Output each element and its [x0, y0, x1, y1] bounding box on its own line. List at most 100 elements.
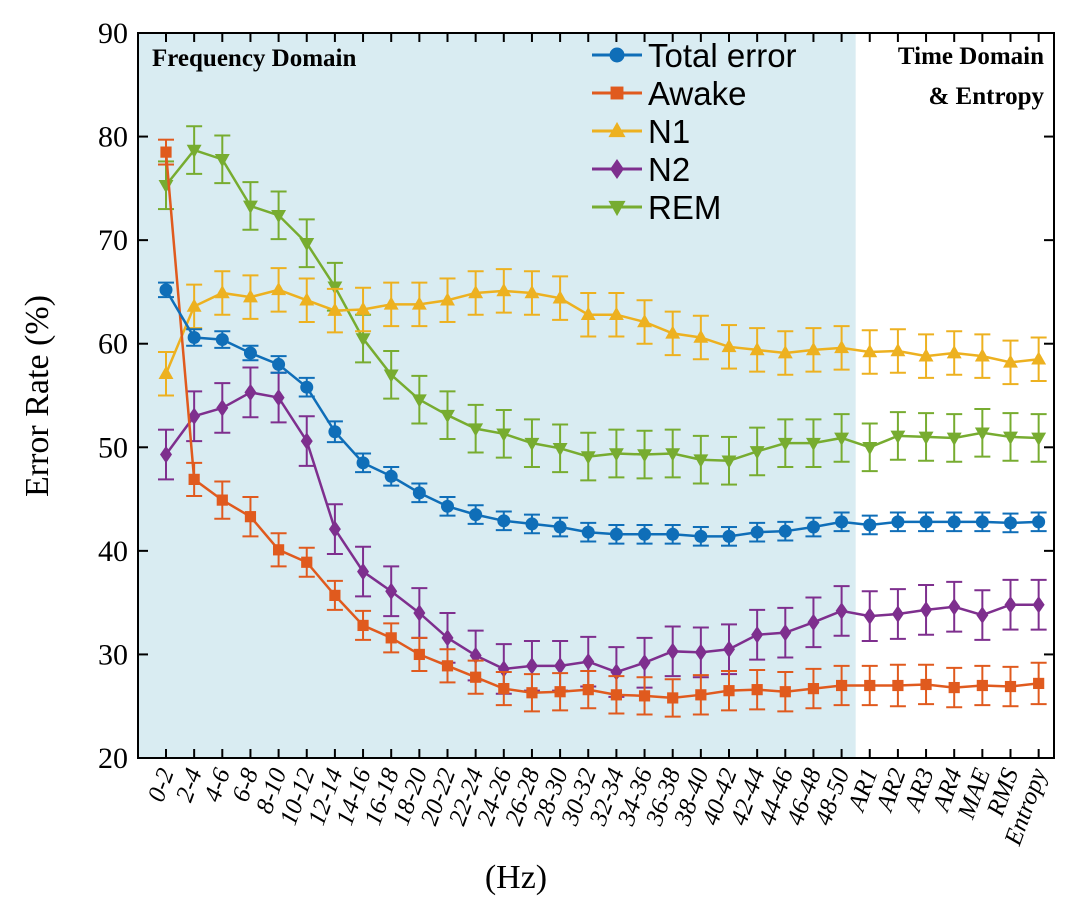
data-point: [385, 582, 398, 600]
y-tick-label: 70: [98, 224, 128, 257]
legend-item: Awake: [592, 75, 746, 112]
data-point: [750, 525, 764, 539]
data-point: [581, 525, 595, 539]
data-point: [271, 281, 287, 296]
data-point: [468, 423, 484, 437]
data-point: [693, 329, 709, 343]
data-point: [356, 456, 370, 470]
y-tick-label: 80: [98, 121, 128, 154]
data-point: [608, 448, 624, 462]
data-point: [244, 511, 257, 523]
data-point: [412, 486, 426, 500]
data-point: [835, 515, 849, 529]
y-axis-label: Error Rate (%): [19, 295, 56, 497]
data-point: [1003, 431, 1018, 445]
region-label-frequency: Frequency Domain: [152, 45, 356, 72]
data-point: [242, 200, 258, 214]
data-point: [721, 455, 737, 469]
legend-swatch-marker: [610, 159, 624, 179]
data-point: [328, 520, 341, 538]
data-point: [891, 605, 904, 623]
data-point: [721, 338, 737, 353]
data-point: [638, 527, 652, 541]
data-point: [1033, 677, 1045, 690]
data-point: [328, 425, 342, 439]
y-axis: 20 30 40 50 60 70 80 90: [98, 17, 1054, 775]
data-point: [580, 451, 596, 465]
data-point: [214, 154, 230, 168]
data-point: [553, 520, 567, 534]
data-point: [383, 296, 399, 310]
data-point: [975, 515, 989, 529]
data-point: [1031, 351, 1047, 365]
data-point: [778, 524, 792, 538]
data-point: [779, 624, 792, 642]
region-label-time-line1: Time Domain: [898, 43, 1044, 70]
data-point: [920, 678, 932, 691]
data-point: [864, 679, 876, 692]
data-point: [890, 430, 906, 444]
data-point: [300, 432, 313, 450]
data-point: [834, 432, 850, 446]
data-point: [779, 686, 791, 698]
data-point: [384, 469, 398, 483]
data-point: [526, 687, 538, 699]
data-point: [667, 692, 679, 704]
legend-swatch-marker: [609, 47, 625, 63]
data-point: [243, 346, 257, 360]
data-point: [469, 508, 483, 522]
data-point: [272, 357, 286, 371]
data-point: [1004, 516, 1017, 530]
data-point: [722, 529, 736, 543]
region-label-time-line2: & Entropy: [928, 83, 1044, 110]
data-point: [385, 632, 397, 644]
legend-item: REM: [592, 189, 721, 226]
legend-label: N2: [648, 151, 690, 188]
data-point: [694, 643, 707, 662]
data-point: [608, 306, 624, 321]
data-point: [836, 679, 848, 692]
data-point: [1032, 596, 1045, 614]
legend-swatch-marker: [608, 200, 626, 217]
data-point: [777, 345, 793, 359]
plot-series: [158, 125, 1047, 718]
legend-swatch-marker: [608, 121, 626, 138]
data-point: [1003, 354, 1018, 368]
data-point: [329, 589, 341, 601]
data-point: [665, 448, 681, 462]
data-point: [186, 298, 202, 312]
data-point: [300, 380, 314, 394]
series-n2: [158, 366, 1047, 698]
data-point: [216, 494, 228, 506]
series-line: [165, 148, 1039, 463]
y-tick-label: 40: [98, 535, 128, 568]
region-frequency-domain: [138, 33, 856, 758]
data-point: [441, 629, 454, 647]
data-point: [805, 437, 821, 452]
series-awake: [158, 138, 1047, 718]
data-point: [890, 343, 906, 357]
data-point: [920, 601, 933, 619]
data-point: [946, 432, 962, 446]
data-point: [273, 544, 285, 556]
data-point: [186, 144, 202, 158]
data-point: [638, 654, 651, 672]
data-point: [524, 437, 540, 452]
data-point: [271, 209, 287, 224]
legend-label: REM: [648, 189, 721, 226]
x-axis-label: (Hz): [485, 859, 547, 896]
data-point: [440, 292, 455, 306]
data-point: [159, 283, 173, 297]
data-point: [411, 394, 427, 408]
data-point: [749, 342, 765, 356]
data-point: [301, 556, 313, 568]
legend-label: Awake: [648, 75, 746, 112]
data-point: [637, 449, 653, 463]
data-point: [552, 290, 568, 304]
data-point: [299, 237, 315, 252]
data-point: [411, 296, 427, 310]
data-point: [862, 344, 878, 358]
data-point: [440, 409, 455, 424]
